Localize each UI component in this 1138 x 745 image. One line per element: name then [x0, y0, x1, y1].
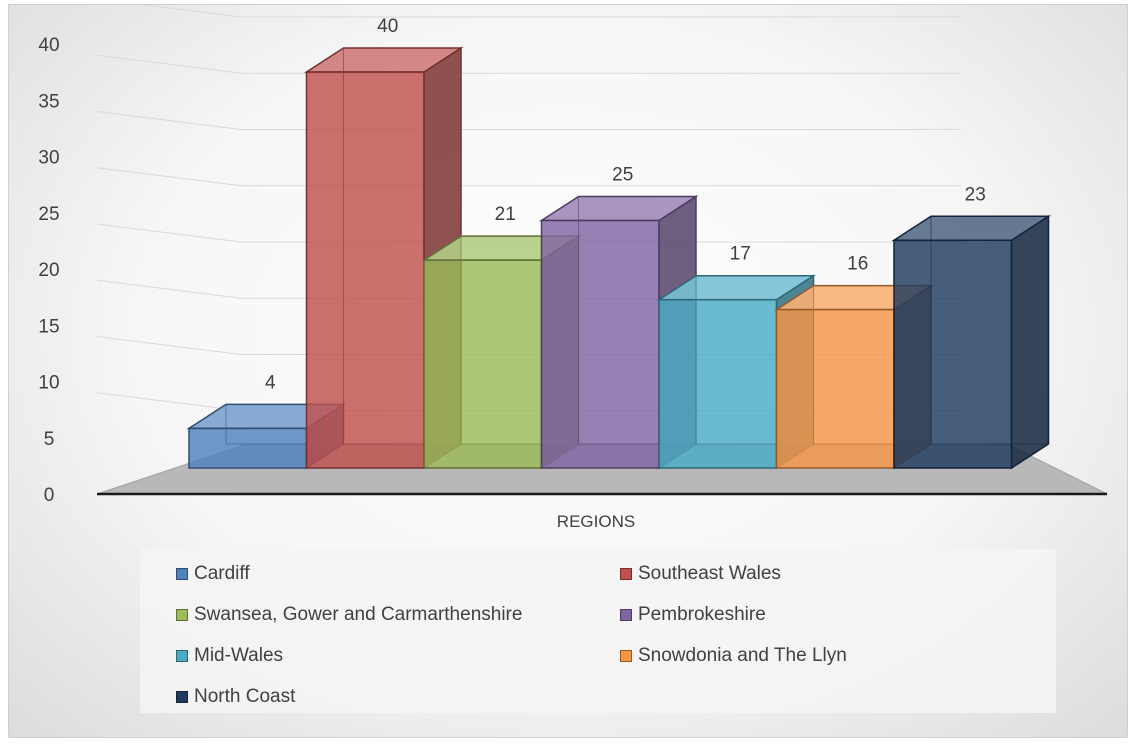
y-tick-label: 30 [38, 148, 59, 169]
data-label: 25 [612, 165, 633, 186]
legend-swatch [176, 650, 188, 662]
legend-label: Mid-Wales [194, 645, 284, 666]
legend-swatch [620, 609, 632, 621]
gridline [96, 111, 961, 130]
legend-swatch [176, 609, 188, 621]
data-label: 40 [377, 16, 398, 37]
y-tick-label: 0 [44, 485, 55, 506]
chart-area: 4 40 21 25 17 16 23 0 5 10 15 20 25 30 35 40 REGIONS C… [8, 4, 1128, 738]
bar-north-coast [891, 214, 1052, 470]
legend-item: Pembrokeshire [620, 604, 766, 626]
legend-swatch [620, 568, 632, 580]
data-label: 21 [495, 204, 516, 225]
gridline [96, 54, 961, 74]
data-labels: 4 40 21 25 17 16 23 [265, 16, 986, 393]
gridlines [96, 5, 961, 412]
y-tick-label: 15 [38, 316, 59, 337]
legend-item: North Coast [176, 686, 295, 708]
y-tick-label: 35 [38, 91, 59, 112]
legend-label: Pembrokeshire [638, 604, 766, 625]
legend-item: Mid-Wales [176, 645, 283, 667]
gridline [96, 223, 961, 243]
legend-swatch [176, 691, 188, 703]
y-tick-label: 25 [38, 204, 59, 225]
legend-label: Southeast Wales [638, 563, 781, 584]
bar-chart-3d: 4 40 21 25 17 16 23 0 5 10 15 20 25 30 35 40 REGIONS [38, 5, 1108, 531]
bars [186, 46, 1052, 470]
legend-label: Swansea, Gower and Carmarthenshire [194, 604, 523, 625]
legend-item: Southeast Wales [620, 563, 781, 585]
legend: Cardiff Southeast Wales Swansea, Gower and… [140, 549, 1056, 713]
legend-swatch [176, 568, 188, 580]
x-axis-title: REGIONS [557, 512, 635, 531]
legend-item: Swansea, Gower and Carmarthenshire [176, 604, 522, 626]
gridline [96, 167, 961, 187]
gridline [140, 5, 961, 18]
y-tick-label: 10 [38, 373, 59, 394]
data-label: 17 [730, 244, 751, 265]
data-label: 16 [847, 254, 868, 275]
legend-label: Snowdonia and The Llyn [638, 645, 847, 666]
y-tick-label: 40 [38, 35, 59, 56]
data-label: 23 [965, 184, 986, 205]
legend-item: Snowdonia and The Llyn [620, 645, 847, 667]
y-axis-ticks: 0 5 10 15 20 25 30 35 40 [38, 35, 59, 506]
y-tick-label: 5 [44, 429, 55, 450]
legend-swatch [620, 650, 632, 662]
legend-label: North Coast [194, 686, 296, 707]
legend-item: Cardiff [176, 563, 250, 585]
legend-label: Cardiff [194, 563, 250, 584]
y-tick-label: 20 [38, 260, 59, 281]
data-label: 4 [265, 372, 276, 393]
